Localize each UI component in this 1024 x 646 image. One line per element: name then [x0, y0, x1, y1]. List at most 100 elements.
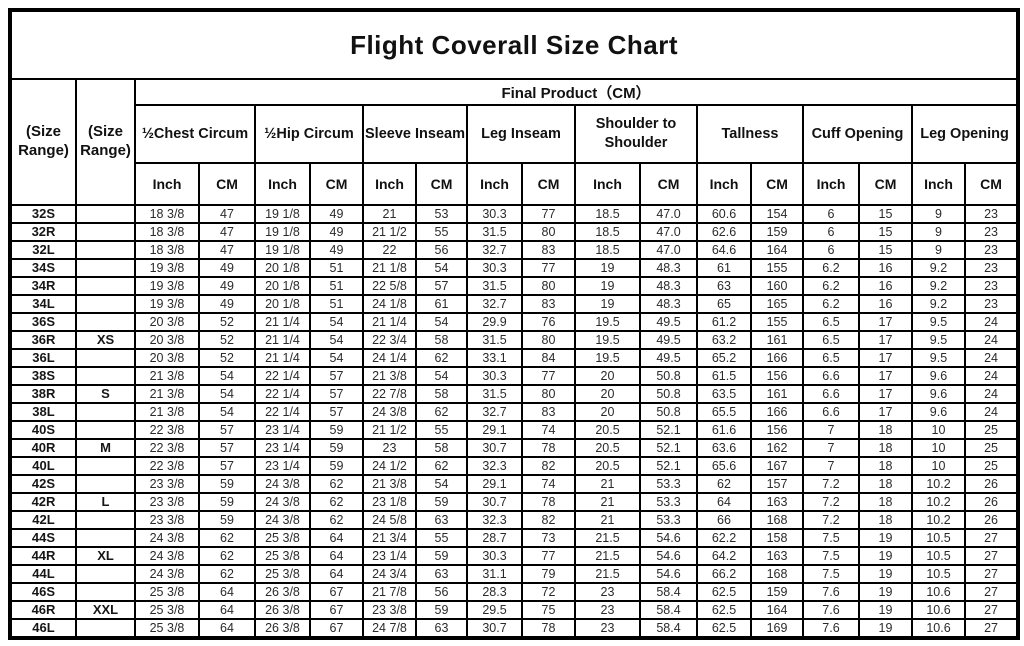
value-cell: 15 [858, 222, 913, 242]
value-cell: 7.5 [802, 528, 860, 548]
value-cell: 49.5 [639, 330, 698, 350]
unit-cm-header-8: CM [963, 162, 1020, 206]
value-cell: 154 [750, 204, 804, 224]
size-cell: 46L [9, 618, 77, 639]
value-cell: 19 [574, 258, 641, 278]
value-cell: 32.3 [466, 510, 523, 530]
value-cell: 54.6 [639, 528, 698, 548]
value-cell: 57 [198, 438, 256, 458]
value-cell: 18.5 [574, 222, 641, 242]
value-cell: 58.4 [639, 600, 698, 620]
value-cell: 74 [521, 474, 576, 494]
value-cell: 26 [963, 474, 1020, 494]
value-cell: 54 [415, 258, 468, 278]
letter-size-cell: M [75, 438, 136, 458]
value-cell: 29.9 [466, 312, 523, 332]
value-cell: 6.6 [802, 384, 860, 404]
value-cell: 18 [858, 420, 913, 440]
value-cell: 22 3/4 [362, 330, 417, 350]
value-cell: 22 1/4 [254, 384, 311, 404]
value-cell: 52 [198, 348, 256, 368]
value-cell: 30.7 [466, 618, 523, 639]
value-cell: 7.2 [802, 510, 860, 530]
value-cell: 6 [802, 222, 860, 242]
value-cell: 31.5 [466, 276, 523, 296]
value-cell: 32.7 [466, 294, 523, 314]
value-cell: 74 [521, 420, 576, 440]
value-cell: 63 [415, 618, 468, 639]
value-cell: 21 3/4 [362, 528, 417, 548]
table-row-38L: 38L 21 3/8 54 22 1/4 57 24 3/8 62 32.7 83 20 50.8 6… [9, 402, 1020, 422]
value-cell: 32.3 [466, 456, 523, 476]
value-cell: 10 [911, 438, 966, 458]
unit-cm-header-3: CM [415, 162, 468, 206]
value-cell: 20.5 [574, 456, 641, 476]
value-cell: 54 [415, 312, 468, 332]
value-cell: 10.6 [911, 582, 966, 602]
value-cell: 161 [750, 330, 804, 350]
value-cell: 19 [574, 276, 641, 296]
size-cell: 38R [9, 384, 77, 404]
value-cell: 54 [309, 312, 364, 332]
value-cell: 52.1 [639, 456, 698, 476]
value-cell: 53.3 [639, 510, 698, 530]
column-group-7: Cuff Opening [802, 104, 913, 164]
table-row-44R: 44R XL 24 3/8 62 25 3/8 64 23 1/4 59 30.3 77 21.5 5… [9, 546, 1020, 566]
value-cell: 25 [963, 420, 1020, 440]
value-cell: 57 [198, 456, 256, 476]
value-cell: 18 [858, 492, 913, 512]
header-row-measure-groups: ½Chest Circum ½Hip Circum Sleeve Inseam Leg… [10, 104, 1020, 164]
value-cell: 23 [963, 276, 1020, 296]
table-row-44L: 44L 24 3/8 62 25 3/8 64 24 3/4 63 31.1 79 21.5 54.… [9, 564, 1020, 584]
value-cell: 24 3/8 [254, 474, 311, 494]
value-cell: 23 [963, 258, 1020, 278]
column-group-6: Tallness [696, 104, 804, 164]
value-cell: 30.7 [466, 438, 523, 458]
value-cell: 164 [750, 240, 804, 260]
value-cell: 20 [574, 366, 641, 386]
value-cell: 26 3/8 [254, 600, 311, 620]
value-cell: 163 [750, 546, 804, 566]
value-cell: 31.1 [466, 564, 523, 584]
value-cell: 160 [750, 276, 804, 296]
value-cell: 19.5 [574, 312, 641, 332]
value-cell: 10 [911, 456, 966, 476]
letter-size-cell [75, 456, 136, 476]
value-cell: 54 [415, 474, 468, 494]
value-cell: 158 [750, 528, 804, 548]
title-row: Flight Coverall Size Chart [8, 9, 1020, 80]
value-cell: 20 3/8 [134, 312, 200, 332]
value-cell: 62 [309, 510, 364, 530]
value-cell: 168 [750, 564, 804, 584]
value-cell: 20 [574, 384, 641, 404]
value-cell: 159 [750, 222, 804, 242]
value-cell: 32.7 [466, 402, 523, 422]
value-cell: 19 1/8 [254, 222, 311, 242]
value-cell: 56 [415, 240, 468, 260]
value-cell: 49 [198, 294, 256, 314]
value-cell: 23 3/8 [134, 510, 200, 530]
value-cell: 62 [198, 564, 256, 584]
value-cell: 21 3/8 [134, 384, 200, 404]
value-cell: 67 [309, 618, 364, 639]
table-row-42L: 42L 23 3/8 59 24 3/8 62 24 5/8 63 32.3 82 21 53.3 6… [9, 510, 1020, 530]
value-cell: 23 [963, 204, 1020, 224]
value-cell: 23 3/8 [362, 600, 417, 620]
value-cell: 59 [198, 474, 256, 494]
value-cell: 23 [574, 618, 641, 639]
table-row-46S: 46S 25 3/8 64 26 3/8 67 21 7/8 56 28.3 72 23 58.4 6… [9, 582, 1020, 602]
value-cell: 63.5 [696, 384, 752, 404]
table-row-36S: 36S 20 3/8 52 21 1/4 54 21 1/4 54 29.9 76 19.5 49.… [9, 312, 1020, 332]
letter-size-cell: XL [75, 546, 136, 566]
value-cell: 66 [696, 510, 752, 530]
value-cell: 9 [911, 204, 966, 224]
value-cell: 48.3 [639, 258, 698, 278]
value-cell: 9.5 [911, 330, 966, 350]
value-cell: 57 [309, 366, 364, 386]
value-cell: 51 [309, 294, 364, 314]
value-cell: 166 [750, 402, 804, 422]
value-cell: 20 [574, 402, 641, 422]
value-cell: 65.2 [696, 348, 752, 368]
value-cell: 21 3/8 [134, 402, 200, 422]
